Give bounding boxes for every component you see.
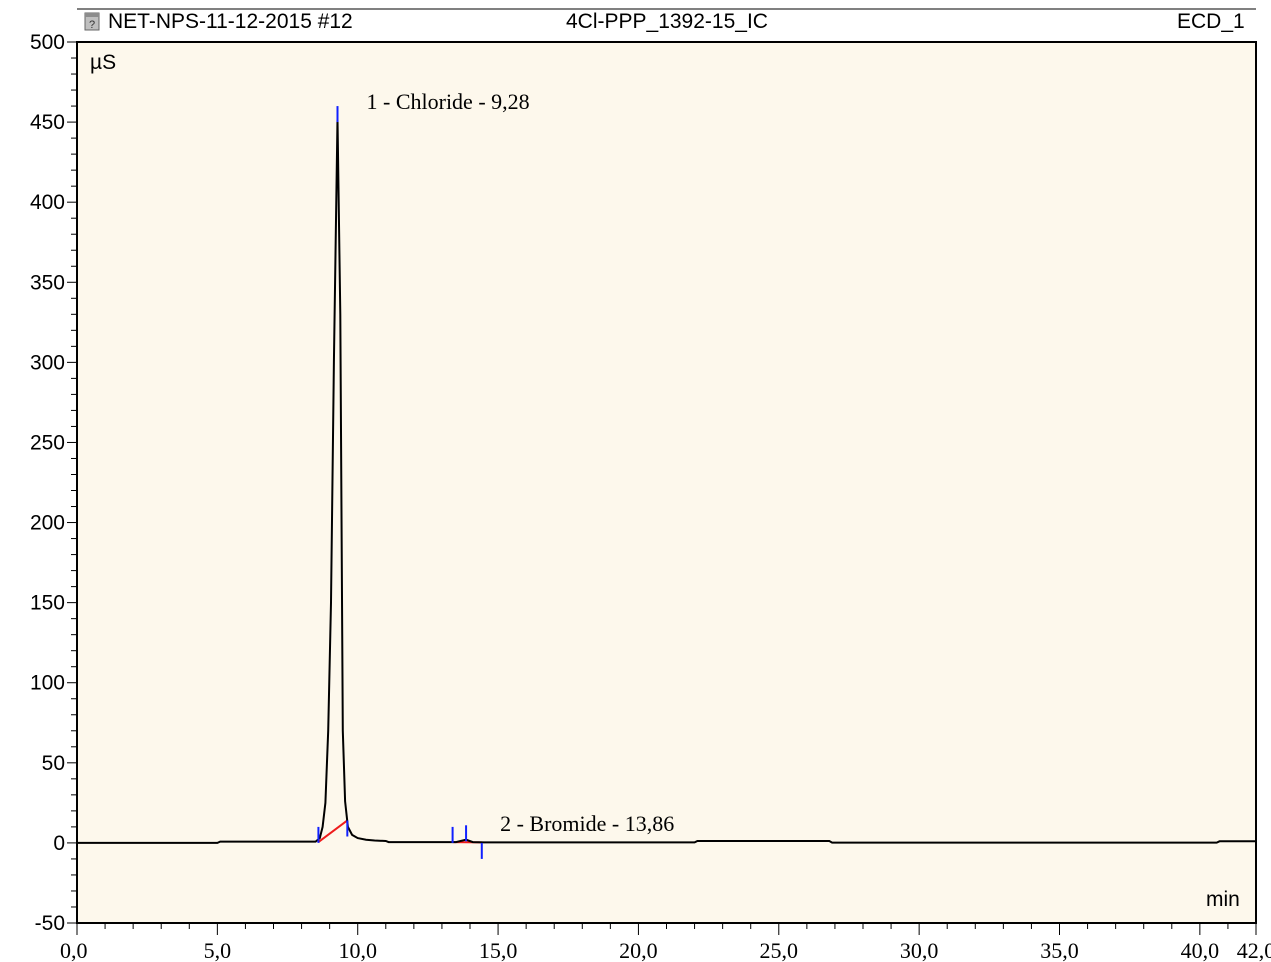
- x-tick-label: 0,0: [60, 938, 88, 962]
- y-tick-label: 150: [30, 592, 65, 615]
- x-tick-label: 10,0: [338, 938, 377, 962]
- peak-markers: [317, 106, 483, 859]
- y-tick-label: 50: [42, 752, 65, 775]
- x-tick-label: 40,0: [1181, 938, 1220, 962]
- file-icon: ?: [84, 12, 100, 31]
- x-axis: 0,0 5,0 10,0 15,0 20,0 25,0 30,0 35,0 40,0 42,0: [60, 923, 1271, 962]
- peak-label: 1 - Chloride - 9,28: [367, 89, 530, 114]
- x-tick-label: 42,0: [1237, 938, 1271, 962]
- x-tick-label: 20,0: [619, 938, 658, 962]
- peak-labels: 1 - Chloride - 9,28 2 - Bromide - 13,86: [367, 89, 675, 836]
- peak-baseline: [317, 819, 348, 843]
- y-tick-label: -50: [35, 912, 65, 935]
- svg-text:?: ?: [89, 19, 95, 31]
- x-axis-label: min: [1206, 888, 1240, 911]
- peak-label: 2 - Bromide - 13,86: [500, 811, 674, 836]
- y-tick-label: 450: [30, 111, 65, 134]
- y-tick-label: 100: [30, 672, 65, 695]
- y-axis: -50 0 50 100 150 200 250 300 350 400 450 500: [30, 31, 77, 935]
- channel-name: ECD_1: [1177, 10, 1245, 33]
- x-tick-label: 30,0: [900, 938, 939, 962]
- x-tick-label: 25,0: [760, 938, 799, 962]
- y-tick-label: 250: [30, 431, 65, 454]
- y-tick-label: 0: [53, 832, 65, 855]
- y-tick-label: 300: [30, 351, 65, 374]
- sample-name: NET-NPS-11-12-2015 #12: [108, 10, 353, 33]
- y-axis-label: µS: [90, 51, 116, 74]
- series-line: [77, 118, 1256, 844]
- x-tick-label: 5,0: [204, 938, 232, 962]
- x-tick-label: 35,0: [1040, 938, 1079, 962]
- y-tick-label: 400: [30, 191, 65, 214]
- plot-area: [76, 41, 1257, 924]
- method-name: 4Cl-PPP_1392-15_IC: [566, 10, 768, 33]
- y-tick-label: 350: [30, 271, 65, 294]
- y-tick-label: 200: [30, 512, 65, 535]
- x-tick-label: 15,0: [479, 938, 518, 962]
- y-tick-label: 500: [30, 31, 65, 54]
